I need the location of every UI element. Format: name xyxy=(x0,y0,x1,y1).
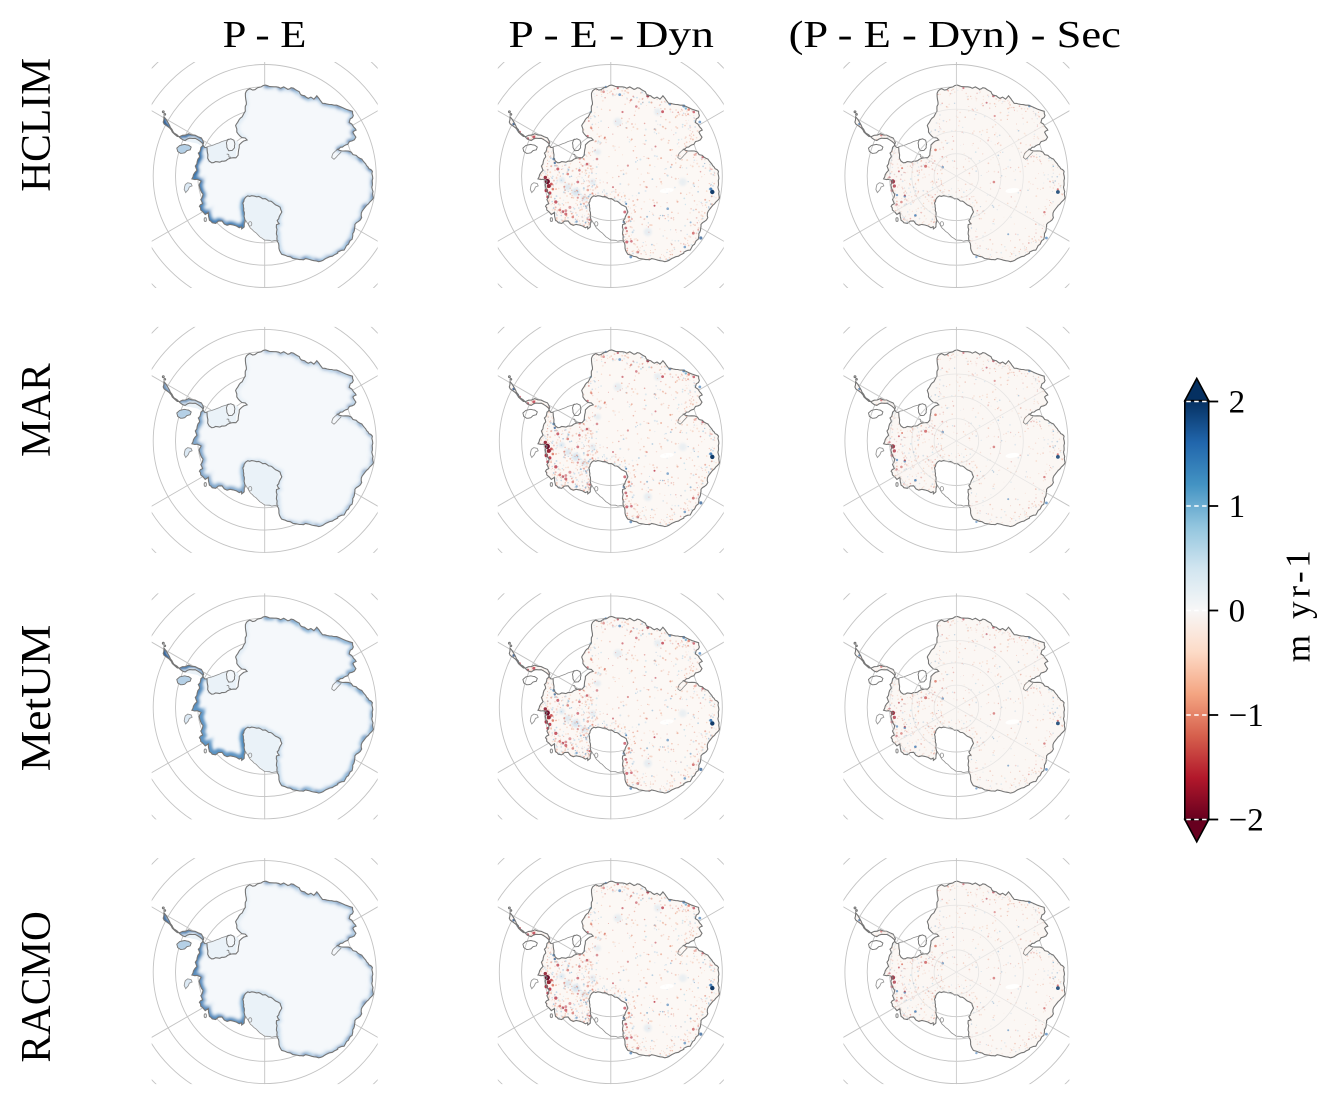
svg-text:−2: −2 xyxy=(1229,803,1264,839)
svg-text:2: 2 xyxy=(1229,385,1246,421)
svg-text:P - E: P - E xyxy=(223,14,307,56)
svg-text:MetUM: MetUM xyxy=(14,625,60,772)
svg-text:0: 0 xyxy=(1229,594,1246,630)
svg-text:HCLIM: HCLIM xyxy=(14,58,60,192)
svg-text:m yr-1: m yr-1 xyxy=(1279,550,1318,662)
svg-text:MAR: MAR xyxy=(14,363,60,457)
svg-text:1: 1 xyxy=(1229,489,1246,525)
svg-text:−1: −1 xyxy=(1229,698,1264,734)
svg-text:RACMO: RACMO xyxy=(14,911,60,1062)
svg-text:(P - E - Dyn) - Sec: (P - E - Dyn) - Sec xyxy=(789,14,1121,56)
svg-text:P - E - Dyn: P - E - Dyn xyxy=(509,14,714,56)
